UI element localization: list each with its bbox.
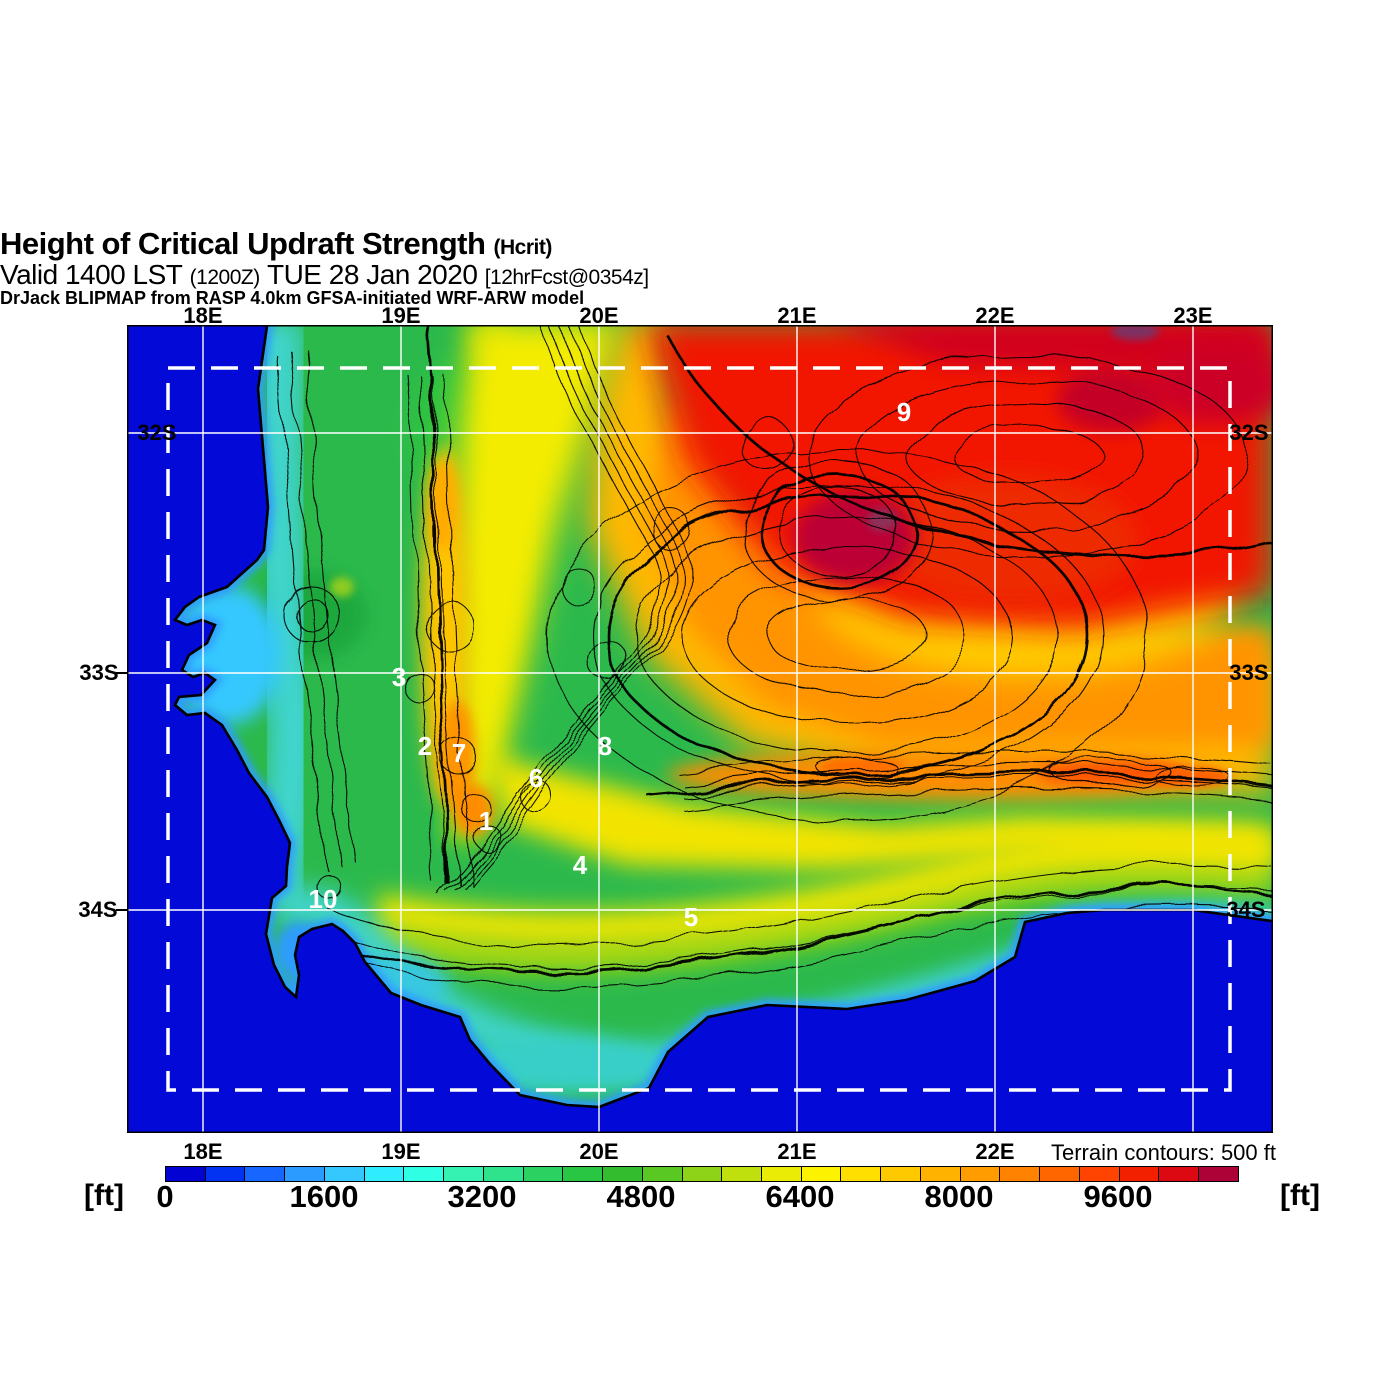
lat-label-left: 33S — [79, 660, 119, 685]
lat-label-right: 32S — [1229, 420, 1269, 445]
colorbar-tick-label: 8000 — [924, 1179, 994, 1214]
map-border — [127, 325, 1273, 1133]
lon-label-bottom: 20E — [579, 1139, 619, 1164]
colorbar-cell — [245, 1167, 286, 1181]
colorbar-unit-right: [ft] — [1280, 1179, 1320, 1212]
model-line: DrJack BLIPMAP from RASP 4.0km GFSA-init… — [0, 288, 585, 308]
colorbar-tick-label: 9600 — [1083, 1179, 1153, 1214]
valid-zulu: (1200Z) — [189, 266, 261, 289]
lon-label-top: 23E — [1173, 303, 1213, 328]
colorbar-cell — [642, 1167, 683, 1181]
lon-label-top: 19E — [381, 303, 421, 328]
valid-line: Valid 1400 LST (1200Z) TUE 28 Jan 2020 [… — [0, 259, 1400, 291]
colorbar-cell — [563, 1167, 604, 1181]
colorbar-cell — [205, 1167, 246, 1181]
title-suffix: (Hcrit) — [493, 236, 553, 259]
lon-label-bottom: 19E — [381, 1139, 421, 1164]
colorbar-cell — [841, 1167, 882, 1181]
lat-tick-left — [116, 672, 128, 674]
colorbar-cell — [166, 1167, 206, 1181]
valid-date: TUE 28 Jan 2020 — [266, 259, 478, 290]
colorbar-tick-label: 3200 — [447, 1179, 517, 1214]
colorbar-cell — [444, 1167, 484, 1181]
title-main: Height of Critical Updraft Strength — [0, 226, 486, 261]
map-area: 1 2 3 4 5 6 7 8 9 10 — [127, 318, 1280, 1133]
terrain-contours-note: Terrain contours: 500 ft — [1050, 1140, 1276, 1165]
site-number: 7 — [452, 738, 466, 768]
graticule — [127, 325, 1273, 1133]
lon-label-top: 20E — [579, 303, 619, 328]
lon-label-top: 22E — [975, 303, 1015, 328]
lon-label-top: 21E — [777, 303, 817, 328]
colorbar-cell — [920, 1167, 961, 1181]
colorbar-cell — [801, 1167, 842, 1181]
colorbar-cell — [603, 1167, 643, 1181]
colorbar-cell — [722, 1167, 763, 1181]
colorbar-cell — [682, 1167, 723, 1181]
colorbar-cell — [1119, 1167, 1160, 1181]
colorbar-cell — [523, 1167, 564, 1181]
lat-label-left: 34S — [78, 897, 118, 922]
forecast-map: 1 2 3 4 5 6 7 8 9 10 — [127, 318, 1280, 1133]
colorbar-cell — [404, 1167, 445, 1181]
valid-prefix: Valid 1400 LST — [0, 259, 183, 290]
colorbar-cell — [1000, 1167, 1041, 1181]
colorbar-cell — [881, 1167, 921, 1181]
site-number: 2 — [418, 731, 432, 761]
site-number: 9 — [897, 397, 911, 427]
dashed-rect — [166, 366, 1232, 1092]
page-title: Height of Critical Updraft Strength (Hcr… — [0, 226, 1400, 262]
lon-label-bottom: 22E — [975, 1139, 1015, 1164]
colorbar-tick-label: 4800 — [606, 1179, 676, 1214]
site-number: 4 — [573, 850, 588, 880]
site-labels: 1 2 3 4 5 6 7 8 9 10 — [309, 397, 912, 932]
terrain-contours — [276, 319, 1278, 988]
lat-label-left: 32S — [137, 420, 177, 445]
colorbar-tick-label: 0 — [156, 1179, 174, 1214]
colorbar-cell — [960, 1167, 1001, 1181]
colorbar-tick-label: 1600 — [289, 1179, 359, 1214]
lon-label-bottom: 21E — [777, 1139, 817, 1164]
colorbar-cell — [483, 1167, 524, 1181]
colorbar-cell — [364, 1167, 405, 1181]
lon-label-top: 18E — [183, 303, 223, 328]
site-number: 8 — [598, 731, 612, 761]
colorbar-cell — [1079, 1167, 1120, 1181]
lat-label-right: 33S — [1229, 660, 1269, 685]
colorbar-cell — [1159, 1167, 1200, 1181]
site-number: 3 — [392, 662, 406, 692]
site-number: 1 — [479, 806, 493, 836]
coastline — [172, 318, 1280, 1109]
site-number: 10 — [309, 884, 338, 914]
colorbar-cell — [762, 1167, 802, 1181]
colorbar-cell — [1040, 1167, 1080, 1181]
colorbar-unit-left: [ft] — [84, 1179, 124, 1212]
lat-label-right: 34S — [1226, 897, 1266, 922]
domain-dashed-box — [166, 366, 1232, 1092]
colorbar — [165, 1166, 1239, 1182]
colorbar-cell — [1199, 1167, 1238, 1181]
valid-forecast: [12hrFcst@0354z] — [484, 266, 649, 289]
site-number: 5 — [684, 902, 698, 932]
colorbar-cell — [324, 1167, 365, 1181]
colorbar-tick-label: 6400 — [765, 1179, 835, 1214]
lon-label-bottom: 18E — [183, 1139, 223, 1164]
colorbar-cell — [285, 1167, 325, 1181]
lat-tick-left — [116, 909, 128, 911]
site-number: 6 — [529, 763, 543, 793]
